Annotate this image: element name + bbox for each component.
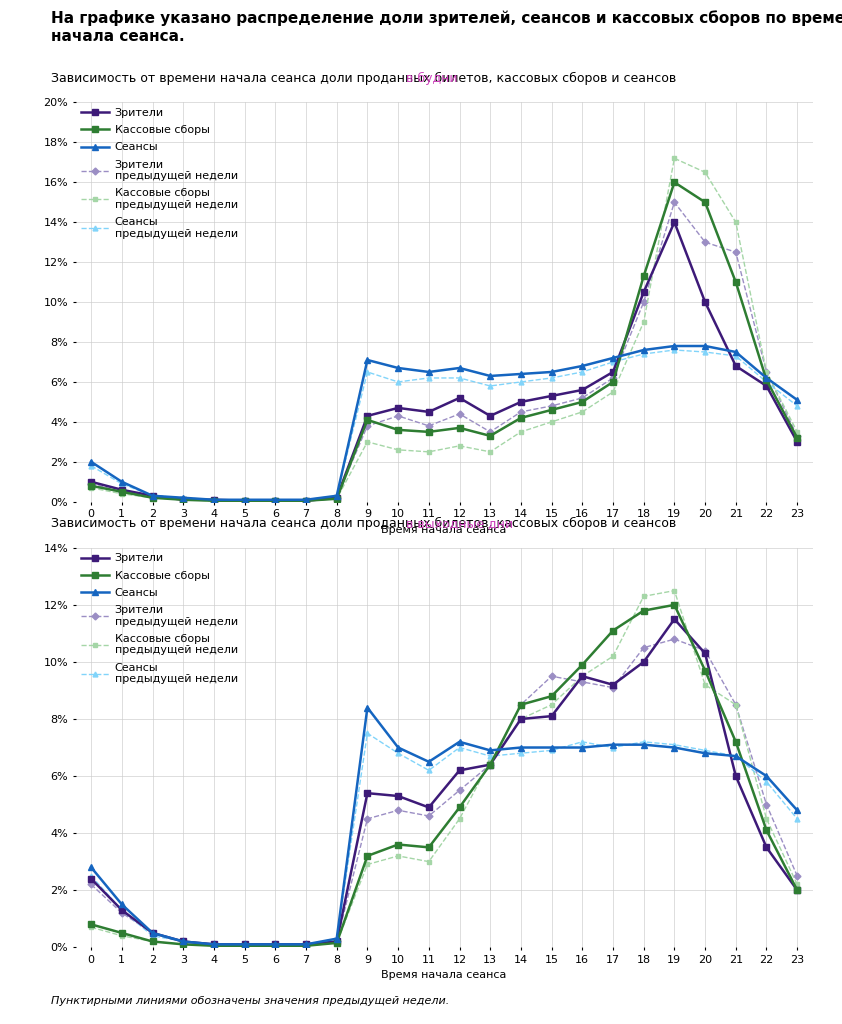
Text: начала сеанса.: начала сеанса. [51, 29, 184, 44]
Text: Зависимость от времени начала сеанса доли проданных билетов, кассовых сборов и с: Зависимость от времени начала сеанса дол… [51, 517, 679, 530]
X-axis label: Время начала сеанса: Время начала сеанса [381, 971, 507, 980]
Legend: Зрители, Кассовые сборы, Сеансы, Зрители
предыдущей недели, Кассовые сборы
преды: Зрители, Кассовые сборы, Сеансы, Зрители… [82, 553, 237, 684]
Text: в выходные дни: в выходные дни [406, 517, 513, 530]
Text: в будни: в будни [406, 72, 457, 85]
Text: Пунктирными линиями обозначены значения предыдущей недели.: Пунктирными линиями обозначены значения … [51, 995, 449, 1006]
X-axis label: Время начала сеанса: Время начала сеанса [381, 525, 507, 535]
Text: Зависимость от времени начала сеанса доли проданных билетов, кассовых сборов и с: Зависимость от времени начала сеанса дол… [51, 72, 679, 85]
Legend: Зрители, Кассовые сборы, Сеансы, Зрители
предыдущей недели, Кассовые сборы
преды: Зрители, Кассовые сборы, Сеансы, Зрители… [82, 108, 237, 239]
Text: На графике указано распределение доли зрителей, сеансов и кассовых сборов по вре: На графике указано распределение доли зр… [51, 10, 842, 27]
